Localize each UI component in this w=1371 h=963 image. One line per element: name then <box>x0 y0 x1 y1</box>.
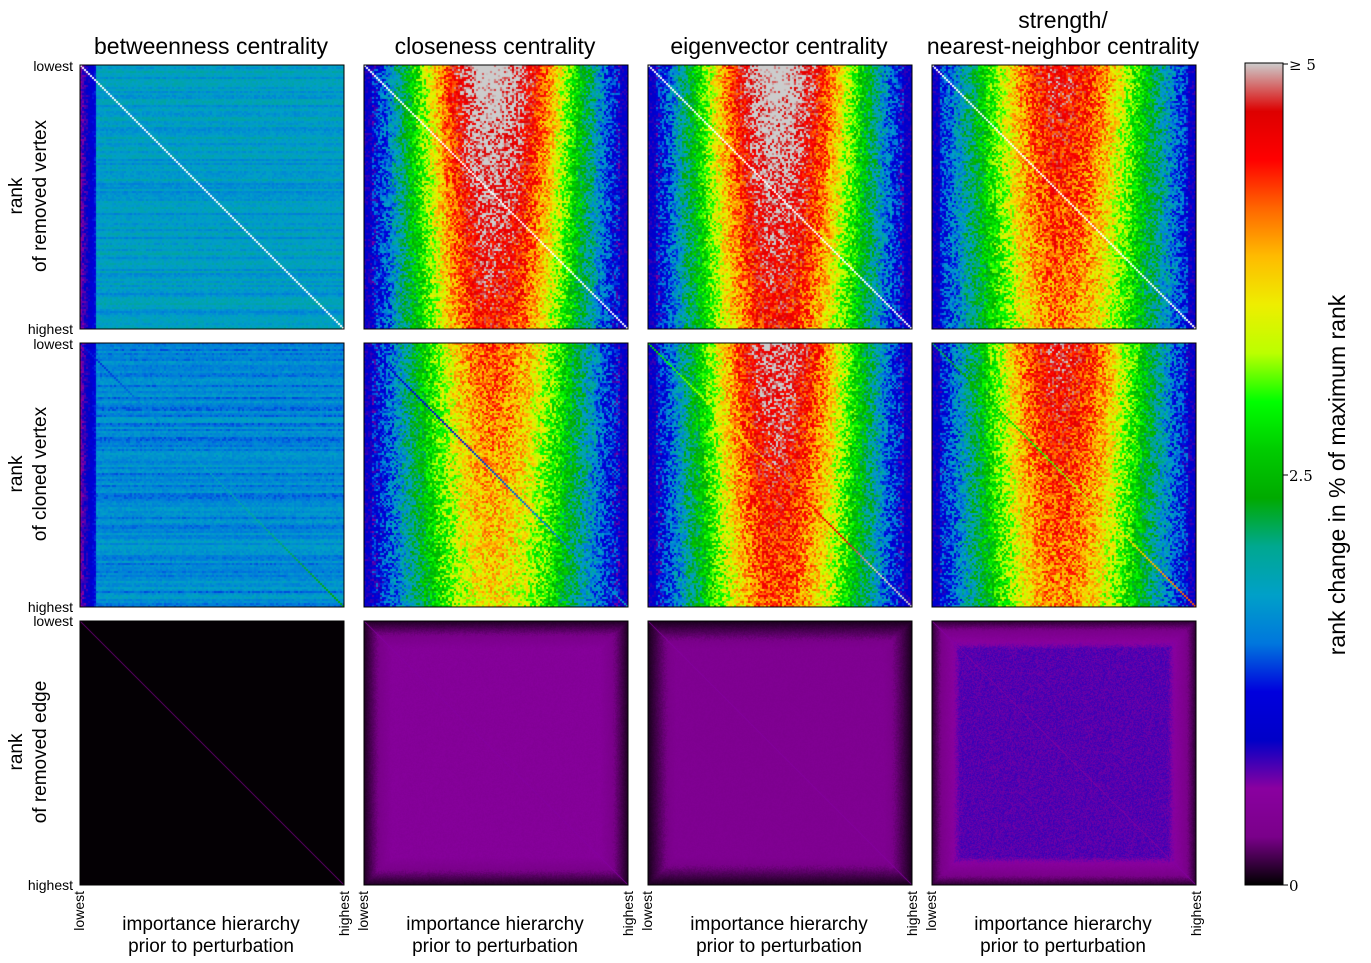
x-label-col2-line1: importance hierarchy <box>406 914 584 935</box>
y-tick-lowest-row1: lowest <box>33 58 73 74</box>
heatmap-panel-cloned-vertex-eigenvector <box>647 342 913 608</box>
y-tick-lowest-row2: lowest <box>33 336 73 352</box>
heatmap-panel-cloned-vertex-closeness <box>363 342 629 608</box>
x-tick-highest-col2: highest <box>620 891 636 936</box>
y-tick-highest-row3: highest <box>28 877 73 893</box>
x-label-col3-line2: prior to perturbation <box>696 936 862 957</box>
row-label-removed-vertex-line2: of removed vertex <box>30 119 51 272</box>
colorbar-tick-min: 0 <box>1289 877 1299 895</box>
x-tick-highest-col1: highest <box>336 891 352 936</box>
x-label-col3-line1: importance hierarchy <box>690 914 868 935</box>
column-title-strength-line2: nearest-neighbor centrality <box>927 33 1200 59</box>
row-label-removed-vertex-line1: rank <box>6 177 27 214</box>
x-label-col4-line2: prior to perturbation <box>980 936 1146 957</box>
row-label-cloned-vertex-line2: of cloned vertex <box>30 406 51 541</box>
colorbar-gradient <box>1244 62 1284 886</box>
heatmap-panel-removed-edge-eigenvector <box>647 620 913 886</box>
row-label-cloned-vertex-line1: rank <box>6 455 27 492</box>
column-title-betweenness: betweenness centrality <box>94 33 328 59</box>
x-tick-lowest-col4: lowest <box>923 891 939 931</box>
x-tick-lowest-col3: lowest <box>639 891 655 931</box>
colorbar-tick-max: ≥ 5 <box>1289 56 1316 74</box>
column-title-strength-line1: strength/ <box>1018 7 1108 33</box>
colorbar: ≥ 5 2.5 0 rank change in % of maximum ra… <box>1244 56 1350 895</box>
heatmap-panel-removed-vertex-eigenvector <box>647 64 913 330</box>
y-tick-lowest-row3: lowest <box>33 613 73 629</box>
colorbar-label: rank change in % of maximum rank <box>1324 294 1350 655</box>
row-label-removed-edge-line1: rank <box>6 733 27 770</box>
heatmap-panel-removed-vertex-betweenness <box>79 64 345 330</box>
heatmap-panel-cloned-vertex-betweenness <box>79 342 345 608</box>
column-title-eigenvector: eigenvector centrality <box>670 33 888 59</box>
x-tick-highest-col4: highest <box>1188 891 1204 936</box>
y-tick-highest-row2: highest <box>28 599 73 615</box>
x-label-col1-line1: importance hierarchy <box>122 914 300 935</box>
x-tick-lowest-col1: lowest <box>71 891 87 931</box>
x-tick-highest-col3: highest <box>904 891 920 936</box>
column-title-closeness: closeness centrality <box>395 33 596 59</box>
heatmap-panel-removed-vertex-strength <box>931 64 1197 330</box>
x-label-col2-line2: prior to perturbation <box>412 936 578 957</box>
x-tick-lowest-col2: lowest <box>355 891 371 931</box>
y-tick-highest-row1: highest <box>28 321 73 337</box>
heatmap-panel-removed-edge-betweenness <box>79 620 345 886</box>
heatmap-panel-cloned-vertex-strength <box>931 342 1197 608</box>
x-label-col1-line2: prior to perturbation <box>128 936 294 957</box>
heatmap-panel-removed-edge-closeness <box>363 620 629 886</box>
x-label-col4-line1: importance hierarchy <box>974 914 1152 935</box>
heatmap-panel-removed-vertex-closeness <box>363 64 629 330</box>
colorbar-tick-mid: 2.5 <box>1289 467 1313 485</box>
row-label-removed-edge-line2: of removed edge <box>30 681 51 824</box>
heatmap-panel-removed-edge-strength <box>931 620 1197 886</box>
